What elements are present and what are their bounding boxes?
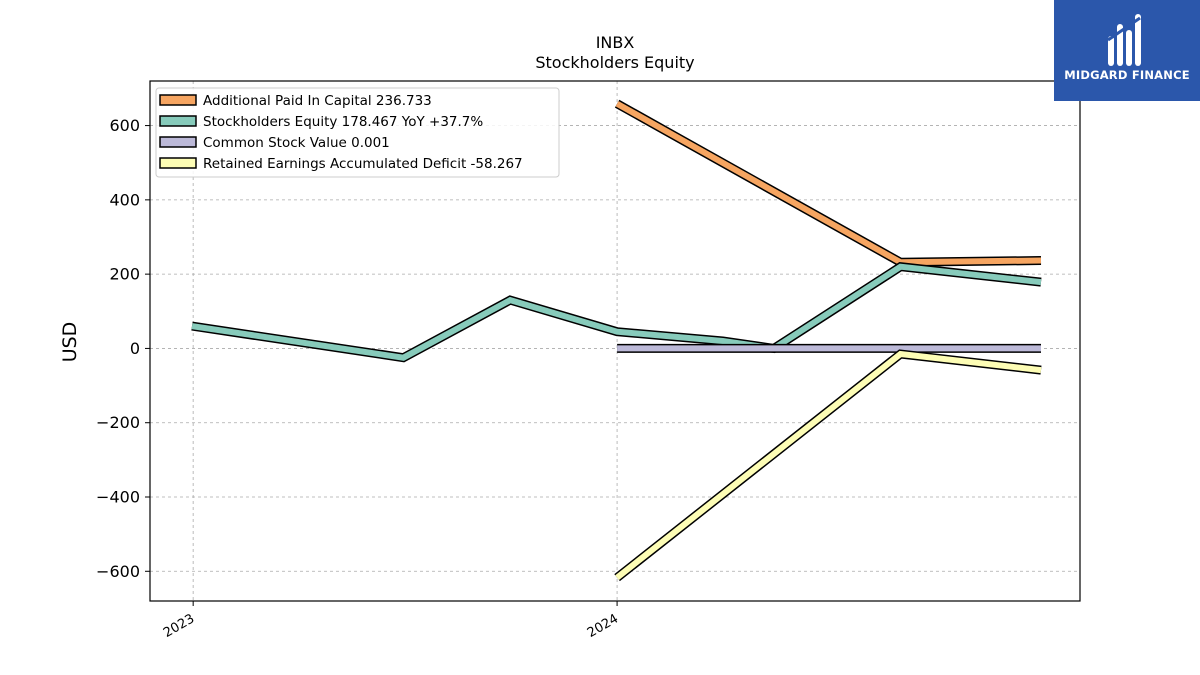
y-tick-label: 400 (109, 190, 140, 209)
y-tick-label: 200 (109, 265, 140, 284)
legend-box (155, 87, 560, 178)
legend-label: Common Stock Value 0.001 (203, 135, 390, 151)
series-lines (191, 99, 1042, 582)
legend-swatch (159, 157, 197, 169)
legend-label: Retained Earnings Accumulated Deficit -5… (203, 156, 523, 172)
logo-text: MIDGARD FINANCE (1064, 68, 1190, 82)
legend-swatch (159, 94, 197, 106)
series-line-1 (191, 262, 1042, 363)
midgard-finance-logo: MIDGARD FINANCE (1054, 0, 1200, 101)
legend-item: Retained Earnings Accumulated Deficit -5… (159, 156, 523, 172)
plot-frame (149, 80, 1081, 602)
series-stroke (191, 263, 1042, 361)
legend-item: Additional Paid In Capital 236.733 (159, 93, 432, 109)
series-outline (614, 99, 1042, 267)
legend-item: Common Stock Value 0.001 (159, 135, 390, 151)
y-tick-label: 0 (130, 339, 140, 358)
legend-label: Additional Paid In Capital 236.733 (203, 93, 432, 109)
chart-title: INBX (596, 33, 635, 52)
x-tick-label: 2024 (585, 611, 621, 641)
y-tick-label: −400 (96, 488, 140, 507)
y-tick-label: −600 (96, 562, 140, 581)
x-tick-label: 2023 (161, 611, 197, 641)
y-axis-ticks: 600 400 200 0 −200 −400 −600 (96, 116, 150, 581)
legend-swatch (159, 136, 197, 148)
series-stroke (615, 101, 1042, 266)
y-tick-label: 600 (109, 116, 140, 135)
legend-item: Stockholders Equity 178.467 YoY +37.7% (159, 114, 483, 130)
legend-swatch (159, 115, 197, 127)
midgard-logo-icon (1107, 14, 1141, 66)
series-outline (614, 349, 1042, 582)
legend: Additional Paid In Capital 236.733 Stockh… (155, 87, 560, 178)
y-tick-label: −200 (96, 413, 140, 432)
x-axis-ticks: 2023 2024 (161, 601, 621, 641)
y-axis-label: USD (59, 322, 81, 363)
series-line-3 (614, 349, 1042, 582)
series-line-0 (614, 99, 1042, 267)
series-stroke (615, 350, 1042, 580)
legend-label: Stockholders Equity 178.467 YoY +37.7% (203, 114, 483, 130)
chart-subtitle: Stockholders Equity (535, 53, 694, 72)
